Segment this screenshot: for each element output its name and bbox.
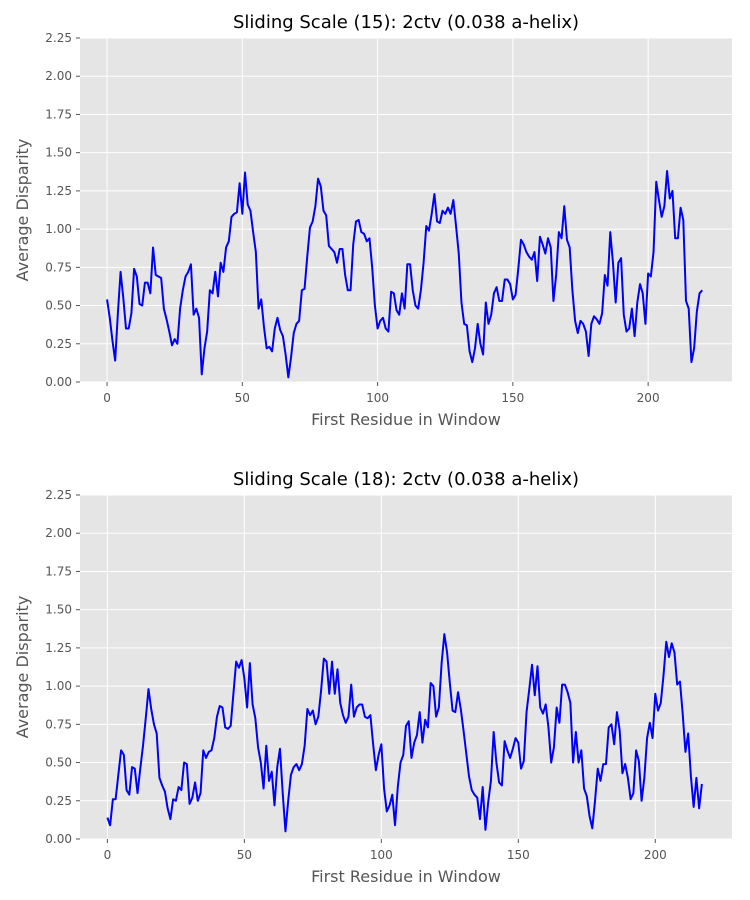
y-tick-label-top: 1.00 — [45, 222, 72, 236]
y-axis-label-top: Average Disparity — [13, 139, 32, 282]
y-tick-label-top: 0.75 — [45, 260, 72, 274]
y-tick-label-bottom: 2.25 — [45, 488, 72, 502]
x-tick-label-top: 150 — [501, 391, 524, 405]
y-tick-label-bottom: 1.75 — [45, 564, 72, 578]
series-line-bottom-0 — [106, 633, 703, 833]
chart-top: 0.00 0.25 0.50 0.75 1.00 1.25 1.50 1.75 2.00 2.25… — [13, 12, 732, 429]
y-tick-label-bottom: 0.75 — [45, 717, 72, 731]
x-tick-label-bottom: 100 — [370, 848, 393, 862]
chart-title-bottom: Sliding Scale (18): 2ctv (0.038 a-helix) — [233, 469, 579, 490]
y-tick-label-bottom: 0.50 — [45, 756, 72, 770]
ticks-bottom: 0.00 0.25 0.50 0.75 1.00 1.25 1.50 1.75 2.00 2.25… — [45, 488, 666, 862]
marks-top — [106, 170, 703, 379]
x-tick-label-bottom: 50 — [237, 848, 252, 862]
y-tick-label-top: 1.25 — [45, 184, 72, 198]
x-tick-label-bottom: 0 — [104, 848, 112, 862]
y-tick-label-bottom: 2.00 — [45, 526, 72, 540]
x-tick-label-bottom: 200 — [644, 848, 667, 862]
y-tick-label-bottom: 1.50 — [45, 603, 72, 617]
chart-bottom: 0.00 0.25 0.50 0.75 1.00 1.25 1.50 1.75 2.00 2.25… — [13, 469, 732, 886]
y-tick-label-bottom: 1.25 — [45, 641, 72, 655]
y-tick-label-top: 1.50 — [45, 146, 72, 160]
y-tick-label-top: 0.25 — [45, 337, 72, 351]
x-tick-label-top: 50 — [235, 391, 250, 405]
y-tick-label-bottom: 0.00 — [45, 832, 72, 846]
y-tick-label-bottom: 0.25 — [45, 794, 72, 808]
y-axis-label-bottom: Average Disparity — [13, 596, 32, 739]
y-tick-label-top: 1.75 — [45, 107, 72, 121]
x-tick-label-bottom: 150 — [507, 848, 530, 862]
y-tick-label-top: 2.25 — [45, 31, 72, 45]
x-axis-label-bottom: First Residue in Window — [311, 867, 501, 886]
ticks-top: 0.00 0.25 0.50 0.75 1.00 1.25 1.50 1.75 2.00 2.25… — [45, 31, 659, 405]
chart-title-top: Sliding Scale (15): 2ctv (0.038 a-helix) — [233, 12, 579, 33]
x-tick-label-top: 200 — [637, 391, 660, 405]
y-tick-label-top: 2.00 — [45, 69, 72, 83]
plot-area-top — [80, 38, 732, 382]
y-tick-label-top: 0.50 — [45, 299, 72, 313]
marks-bottom — [106, 633, 703, 833]
y-tick-label-bottom: 1.00 — [45, 679, 72, 693]
x-axis-label-top: First Residue in Window — [311, 410, 501, 429]
y-tick-label-top: 0.00 — [45, 375, 72, 389]
x-tick-label-top: 100 — [366, 391, 389, 405]
x-tick-label-top: 0 — [103, 391, 111, 405]
series-line-top-0 — [106, 170, 703, 379]
